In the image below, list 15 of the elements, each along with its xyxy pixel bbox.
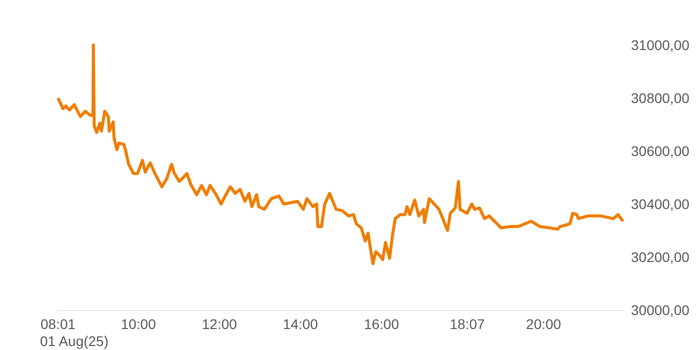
x-tick-label: 10:00: [120, 316, 156, 332]
text: 01 Aug(25): [40, 333, 108, 349]
y-tick-label: 30400,00: [631, 196, 690, 212]
x-tick-label: 20:00: [526, 316, 562, 332]
y-tick-label: 30800,00: [631, 90, 690, 106]
line-series: [56, 44, 624, 266]
y-tick-label: 30000,00: [631, 302, 690, 318]
x-tick-label: 12:00: [202, 316, 238, 332]
x-tick-label: 18:07: [450, 316, 485, 332]
x-tick-label: 08:01: [40, 316, 76, 332]
x-tick-label: 16:00: [364, 316, 400, 332]
y-tick-label: 30600,00: [631, 143, 690, 159]
y-tick-label: 31000,00: [631, 37, 690, 53]
x-tick-label: 14:00: [282, 316, 318, 332]
y-tick-label: 30200,00: [631, 249, 690, 265]
